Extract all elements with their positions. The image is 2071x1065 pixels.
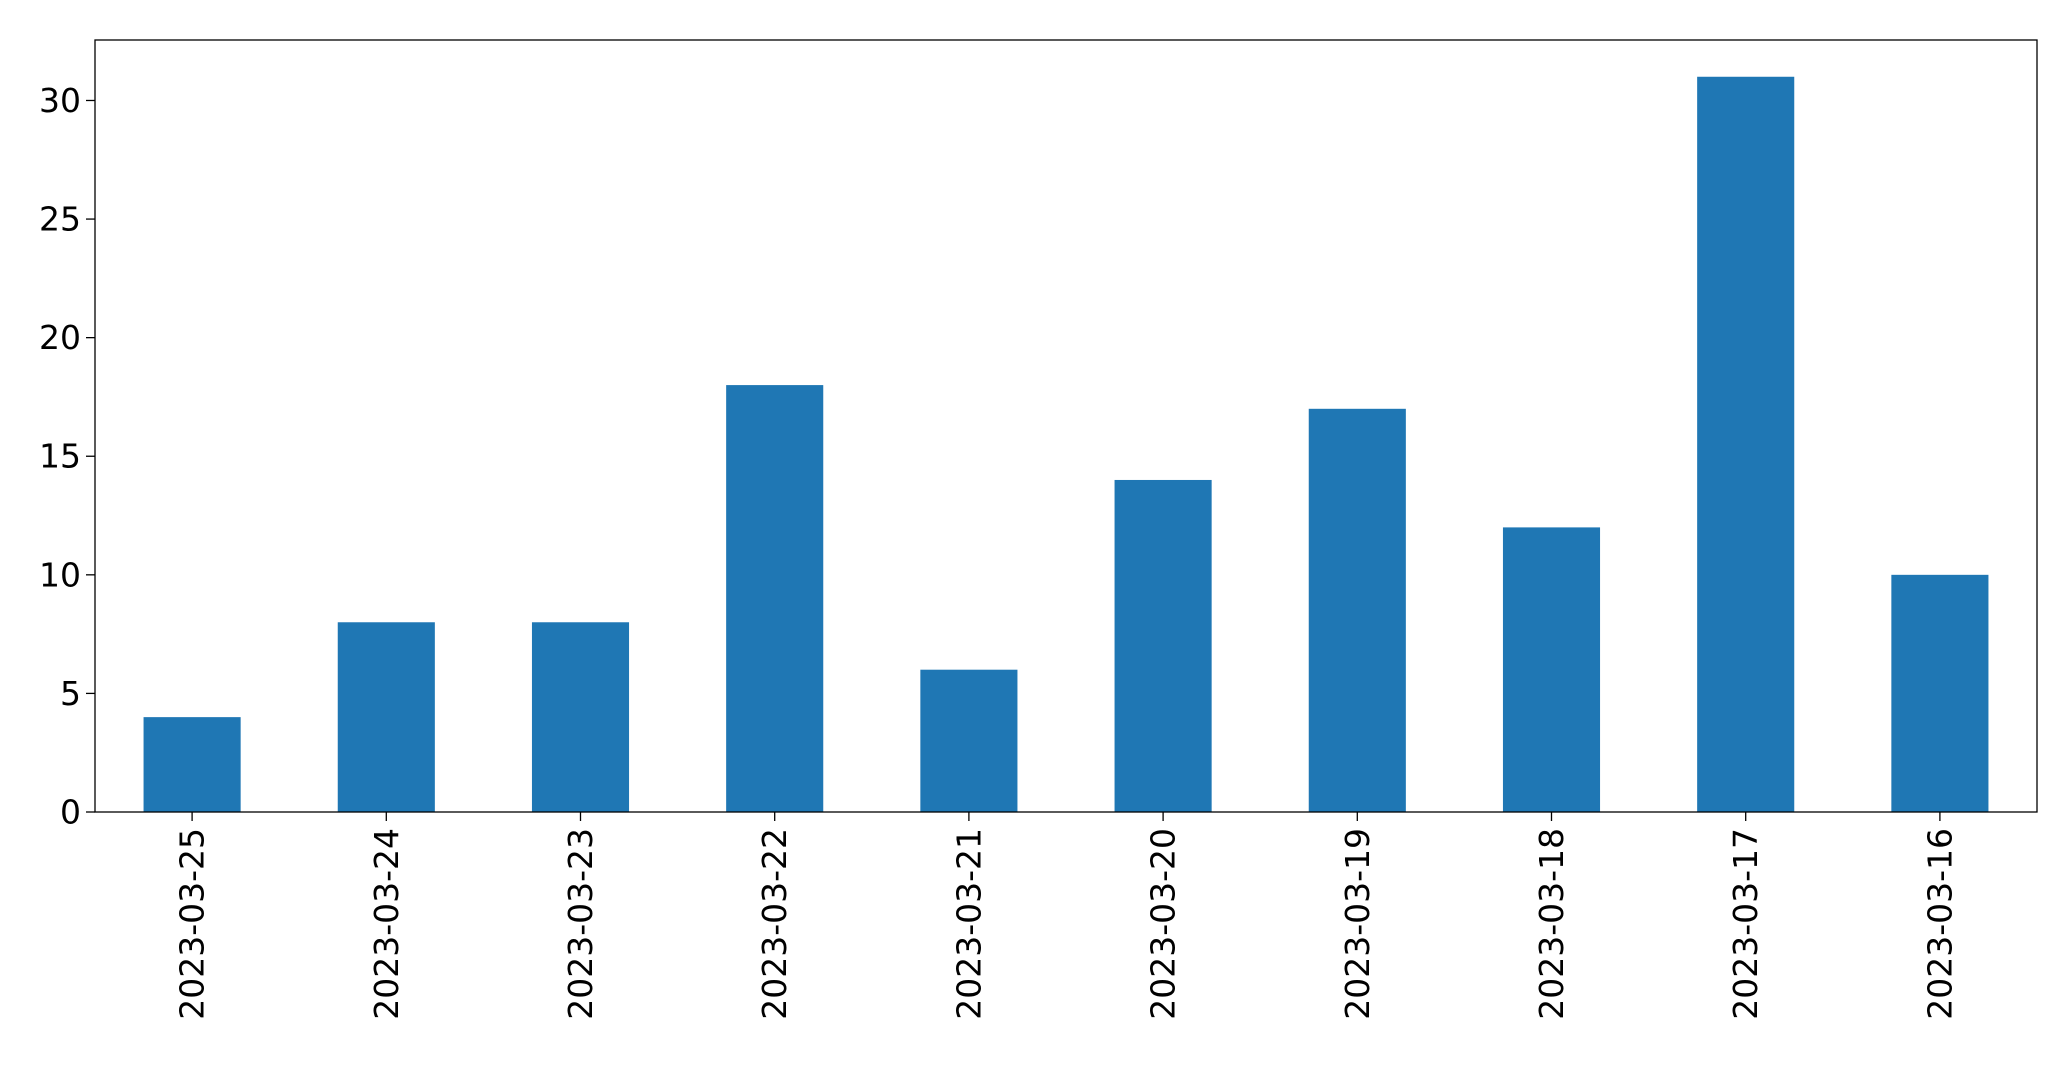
y-tick-label: 15 <box>39 437 81 476</box>
bar <box>143 717 241 812</box>
bars-group <box>143 76 1989 812</box>
bar <box>1308 408 1406 812</box>
y-tick-label: 25 <box>39 200 81 239</box>
y-tick-label: 20 <box>39 318 81 357</box>
bar <box>1114 479 1212 812</box>
y-tick-label: 30 <box>39 81 81 120</box>
y-tick-label: 0 <box>60 793 81 832</box>
x-tick-label: 2023-03-17 <box>1726 828 1765 1020</box>
bar <box>726 385 824 812</box>
y-axis: 0 5 10 15 20 25 30 <box>39 81 95 832</box>
bar <box>920 669 1018 812</box>
y-tick-label: 5 <box>60 674 81 713</box>
x-tick-label: 2023-03-23 <box>561 828 600 1020</box>
x-tick-label: 2023-03-20 <box>1144 828 1183 1020</box>
bar <box>337 622 435 812</box>
x-tick-label: 2023-03-18 <box>1532 828 1571 1020</box>
bar <box>1502 527 1601 812</box>
bar <box>1697 76 1795 812</box>
x-axis: 2023-03-25 2023-03-24 2023-03-23 2023-03-22… <box>173 812 1959 1020</box>
x-tick-label: 2023-03-16 <box>1920 828 1959 1020</box>
plot-frame <box>94 39 2038 813</box>
x-tick-label: 2023-03-24 <box>367 828 406 1020</box>
x-tick-label: 2023-03-21 <box>949 828 988 1020</box>
x-tick-label: 2023-03-19 <box>1338 828 1377 1020</box>
y-tick-label: 10 <box>39 555 81 594</box>
bar <box>531 622 630 812</box>
x-tick-label: 2023-03-25 <box>173 828 212 1020</box>
bar <box>1891 574 1989 812</box>
x-tick-label: 2023-03-22 <box>755 828 794 1020</box>
